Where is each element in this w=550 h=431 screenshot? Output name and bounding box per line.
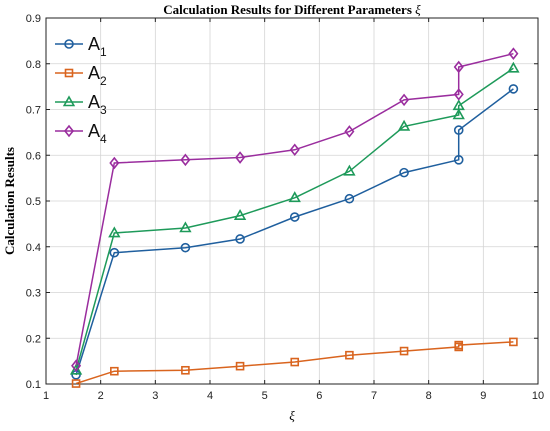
legend-subscript: 1 (100, 45, 107, 59)
x-tick-label: 4 (207, 390, 213, 402)
data-point (71, 379, 81, 388)
x-tick-label: 9 (480, 390, 486, 402)
series-a1 (71, 84, 519, 380)
data-point (181, 365, 190, 375)
y-axis-label: Calculation Results (2, 147, 17, 255)
legend-name: A (88, 63, 100, 83)
data-point (109, 156, 120, 170)
y-tick-label: 0.8 (26, 59, 41, 71)
data-point (452, 99, 465, 111)
data-point (180, 153, 191, 167)
y-tick-label: 0.9 (26, 13, 41, 25)
data-point (289, 143, 300, 157)
data-point (109, 247, 120, 258)
data-point (108, 226, 121, 238)
legend-marker (64, 68, 74, 78)
legend-label: A2 (88, 63, 107, 88)
y-tick-label: 0.5 (26, 196, 41, 208)
x-tick-label: 8 (426, 390, 432, 402)
data-point (288, 191, 301, 203)
data-point (110, 366, 119, 376)
series-a3 (69, 61, 520, 375)
legend-item: A4 (55, 121, 107, 146)
data-point (508, 84, 519, 94)
x-axis-label: ξ (289, 408, 295, 423)
x-tick-label: 1 (43, 390, 49, 402)
legend-label: A1 (88, 34, 107, 59)
legend-subscript: 2 (100, 74, 107, 88)
legend-item: A3 (55, 92, 107, 117)
legend-name: A (88, 34, 100, 54)
y-tick-label: 0.3 (26, 288, 41, 300)
legend-marker (62, 95, 76, 107)
y-tick-label: 0.7 (26, 105, 41, 117)
data-point (509, 337, 518, 347)
legend-marker (63, 124, 75, 138)
data-point (399, 93, 410, 107)
x-tick-label: 5 (262, 390, 268, 402)
data-point (235, 234, 245, 244)
data-point (233, 209, 247, 220)
x-tick-label: 6 (316, 390, 322, 402)
series-line (75, 52, 514, 366)
data-point (397, 119, 411, 131)
legend-name: A (88, 121, 100, 141)
data-point (343, 164, 356, 176)
y-axis-ticks: 0.1 0.2 0.3 0.4 0.5 0.6 0.7 0.8 0.9 (26, 13, 538, 391)
data-point (452, 108, 465, 120)
data-point (399, 346, 409, 356)
data-point (71, 359, 82, 372)
y-tick-label: 0.6 (26, 150, 41, 162)
x-tick-label: 2 (98, 390, 104, 402)
y-tick-label: 0.1 (26, 379, 41, 391)
x-axis-ticks: 1 2 3 4 5 6 7 8 9 10 (43, 18, 544, 402)
x-tick-label: 7 (371, 390, 377, 402)
data-point (345, 350, 354, 360)
data-point (289, 212, 300, 222)
legend-label: A3 (88, 92, 107, 117)
legend-item: A2 (55, 63, 107, 88)
series-a4 (71, 47, 519, 372)
data-point (235, 151, 246, 164)
data-point (344, 125, 355, 138)
data-point (69, 363, 83, 375)
legend-name: A (88, 92, 100, 112)
data-point (454, 340, 464, 350)
data-point (179, 221, 192, 233)
data-point (507, 61, 520, 73)
data-point (344, 193, 355, 204)
series-group (69, 47, 520, 388)
chart-title-symbol: ξ (415, 2, 421, 17)
y-tick-label: 0.4 (26, 242, 41, 254)
legend-item: A1 (55, 34, 107, 59)
data-point (180, 242, 191, 253)
series-line (75, 88, 514, 376)
data-point (453, 125, 464, 135)
data-point (235, 361, 245, 371)
series-line (75, 341, 514, 385)
data-point (399, 167, 409, 178)
data-point (453, 155, 464, 165)
series-a2 (71, 337, 518, 388)
x-tick-label: 10 (532, 390, 544, 402)
legend-subscript: 3 (100, 103, 107, 117)
data-point (453, 88, 464, 101)
data-point (290, 357, 300, 367)
legend-label: A4 (88, 121, 107, 146)
legend-marker (64, 39, 74, 49)
data-point (453, 60, 464, 74)
data-point (508, 47, 519, 60)
legend-subscript: 4 (100, 132, 107, 146)
x-tick-label: 3 (152, 390, 158, 402)
chart-title: Calculation Results for Different Parame… (163, 2, 421, 17)
series-line (75, 67, 514, 371)
y-tick-label: 0.2 (26, 333, 41, 345)
